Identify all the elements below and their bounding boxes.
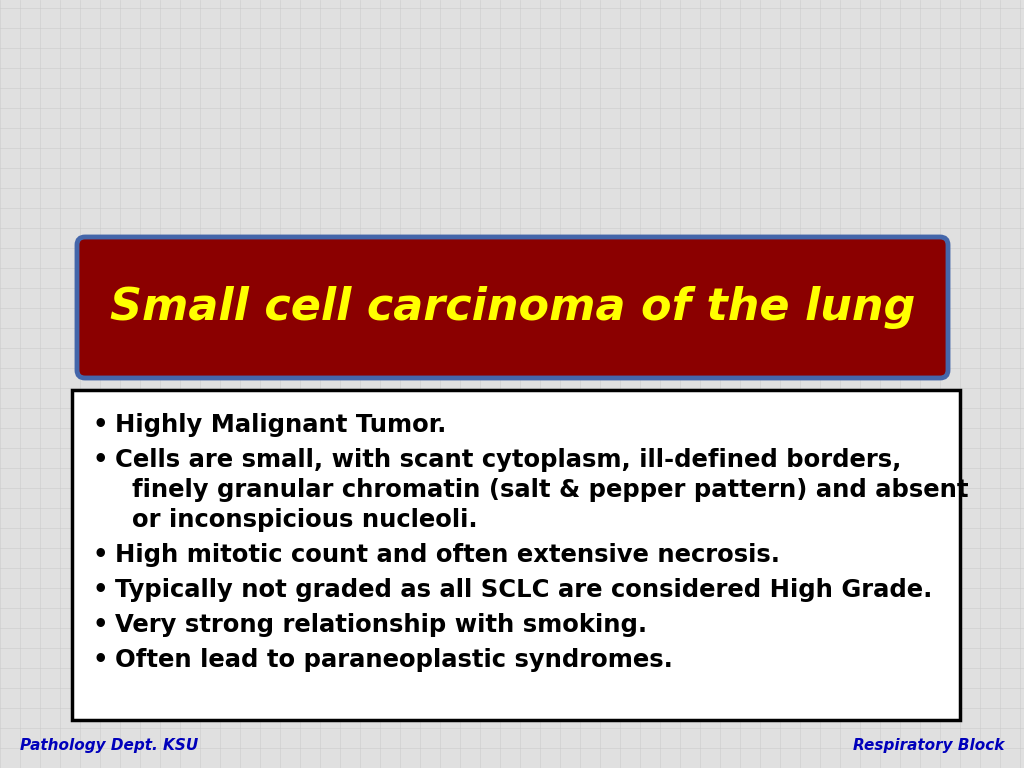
FancyBboxPatch shape (77, 237, 948, 378)
Text: or inconspicious nucleoli.: or inconspicious nucleoli. (115, 508, 477, 532)
Text: •: • (92, 613, 108, 637)
Text: High mitotic count and often extensive necrosis.: High mitotic count and often extensive n… (115, 543, 780, 567)
Text: •: • (92, 448, 108, 472)
Text: Small cell carcinoma of the lung: Small cell carcinoma of the lung (110, 286, 915, 329)
Text: Cells are small, with scant cytoplasm, ill-defined borders,: Cells are small, with scant cytoplasm, i… (115, 448, 901, 472)
Text: •: • (92, 578, 108, 602)
Text: •: • (92, 413, 108, 437)
Text: finely granular chromatin (salt & pepper pattern) and absent: finely granular chromatin (salt & pepper… (115, 478, 969, 502)
FancyBboxPatch shape (72, 390, 961, 720)
Text: Typically not graded as all SCLC are considered High Grade.: Typically not graded as all SCLC are con… (115, 578, 933, 602)
Text: •: • (92, 648, 108, 672)
Text: Pathology Dept. KSU: Pathology Dept. KSU (20, 738, 199, 753)
Text: •: • (92, 543, 108, 567)
Text: Highly Malignant Tumor.: Highly Malignant Tumor. (115, 413, 446, 437)
Text: Respiratory Block: Respiratory Block (853, 738, 1004, 753)
Text: Often lead to paraneoplastic syndromes.: Often lead to paraneoplastic syndromes. (115, 648, 673, 672)
Text: Very strong relationship with smoking.: Very strong relationship with smoking. (115, 613, 647, 637)
